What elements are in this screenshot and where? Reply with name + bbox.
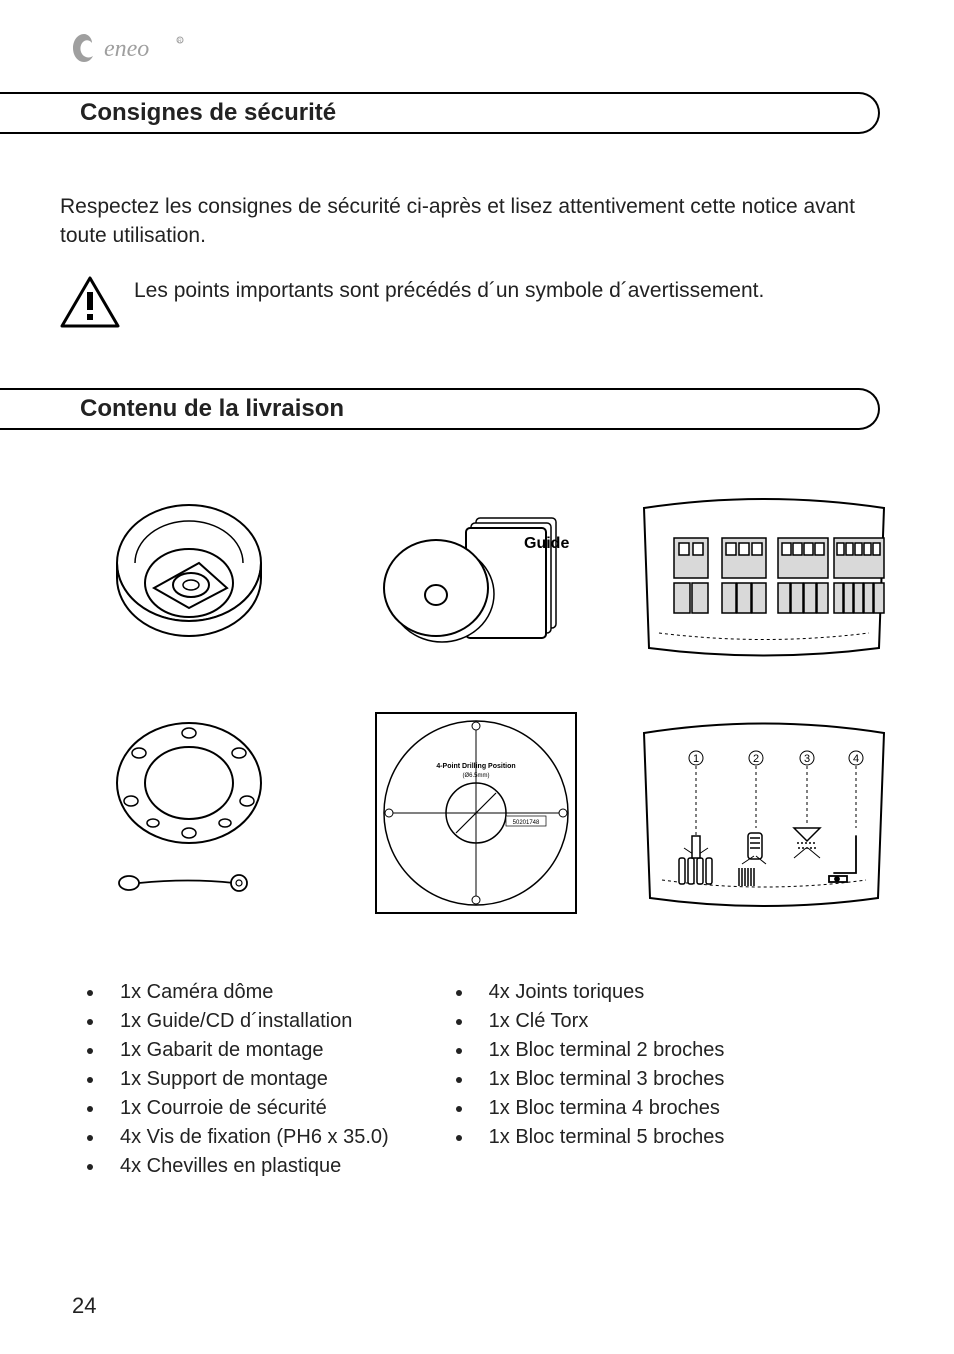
list-item: 1x Bloc terminal 2 broches	[474, 1036, 725, 1065]
illustration-dome-camera	[99, 493, 279, 663]
svg-text:3: 3	[804, 753, 810, 765]
warning-icon	[60, 276, 120, 335]
svg-text:2: 2	[753, 753, 759, 765]
illustration-mounting-ring	[99, 708, 279, 918]
list-item: 1x Guide/CD d´installation	[105, 1007, 389, 1036]
list-item: 4x Chevilles en plastique	[105, 1152, 389, 1181]
section-header-safety: Consignes de sécurité	[0, 89, 880, 137]
warning-text: Les points importants sont précédés d´un…	[134, 276, 894, 305]
svg-text:1: 1	[693, 753, 699, 765]
template-serial: 50201748	[512, 820, 539, 826]
section-title: Consignes de sécurité	[80, 99, 336, 127]
page: eneo R Consignes de sécurité Respectez l…	[0, 0, 954, 1354]
section-title: Contenu de la livraison	[80, 395, 344, 423]
template-label-top: 4-Point Drilling Position	[436, 763, 515, 770]
list-item: 1x Clé Torx	[474, 1007, 725, 1036]
contents-lists: 1x Caméra dôme1x Guide/CD d´installation…	[60, 978, 894, 1181]
list-item: 1x Bloc terminal 3 broches	[474, 1065, 725, 1094]
template-label-sub: (Ø6.5mm)	[462, 773, 489, 779]
contents-list-right: 4x Joints toriques1x Clé Torx1x Bloc ter…	[429, 978, 725, 1181]
list-item: 1x Bloc termina 4 broches	[474, 1094, 725, 1123]
list-item: 1x Gabarit de montage	[105, 1036, 389, 1065]
list-item: 4x Vis de fixation (PH6 x 35.0)	[105, 1123, 389, 1152]
illustration-terminal-bag	[634, 488, 894, 668]
svg-text:eneo: eneo	[104, 36, 149, 62]
illustration-drilling-template: 4-Point Drilling Position (Ø6.5mm) 50201…	[371, 708, 581, 918]
list-item: 1x Courroie de sécurité	[105, 1094, 389, 1123]
section-header-contents: Contenu de la livraison	[0, 385, 880, 433]
safety-intro-text: Respectez les consignes de sécurité ci-a…	[60, 192, 894, 251]
contents-illustrations: Guide	[60, 483, 894, 923]
contents-list-left: 1x Caméra dôme1x Guide/CD d´installation…	[60, 978, 389, 1181]
warning-row: Les points importants sont précédés d´un…	[60, 276, 894, 335]
illustration-guide-cd: Guide	[376, 493, 576, 663]
page-number: 24	[72, 1293, 96, 1319]
list-item: 1x Bloc terminal 5 broches	[474, 1123, 725, 1152]
brand-logo: eneo R	[70, 30, 894, 71]
svg-text:R: R	[178, 39, 182, 45]
svg-text:4: 4	[853, 753, 859, 765]
guide-label: Guide	[524, 535, 569, 552]
illustration-accessories-bag: 1 2 3 4	[634, 708, 894, 918]
list-item: 1x Support de montage	[105, 1065, 389, 1094]
list-item: 1x Caméra dôme	[105, 978, 389, 1007]
list-item: 4x Joints toriques	[474, 978, 725, 1007]
